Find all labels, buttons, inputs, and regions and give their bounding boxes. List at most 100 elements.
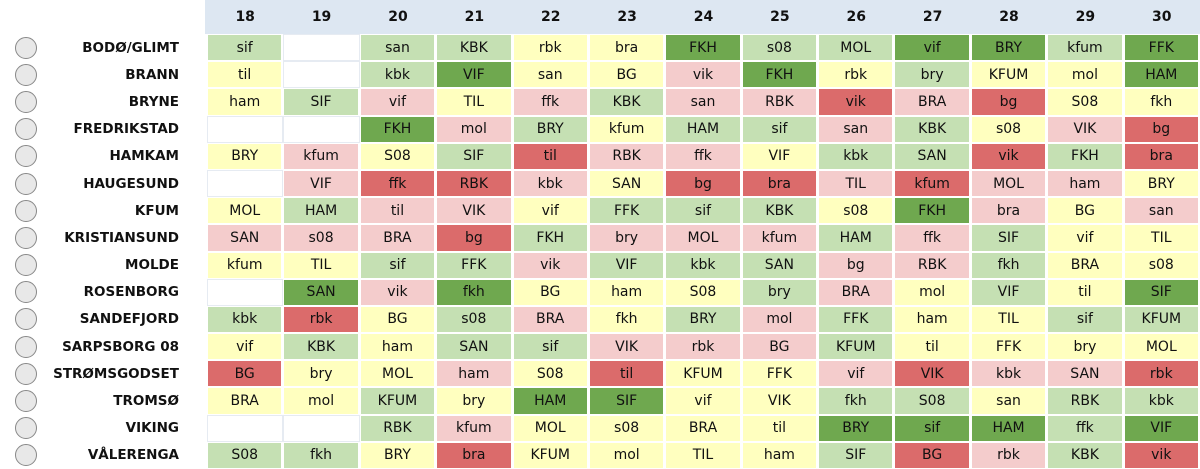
fixture-cell: RBK — [894, 251, 971, 279]
fixture-cell: FKH — [741, 61, 819, 89]
column-header: 24 — [665, 0, 742, 34]
team-name: STRØMSGODSET — [53, 365, 179, 382]
team-name: TROMSØ — [113, 393, 179, 410]
fixture-cell: SIF — [818, 441, 895, 469]
fixture-cell: bry — [894, 61, 971, 89]
fixture-cell: KBK — [894, 115, 971, 143]
fixture-cell: rbk — [1123, 360, 1200, 388]
fixture-cell: HAM — [970, 414, 1048, 442]
fixture-cell: kbk — [665, 251, 742, 279]
fixture-cell: RBK — [359, 414, 437, 442]
fixture-cell: BRA — [512, 305, 589, 334]
team-logo — [15, 145, 37, 168]
column-header: 28 — [970, 0, 1048, 34]
fixture-cell: VIK — [1047, 115, 1124, 143]
fixture-cell: vif — [665, 387, 742, 415]
fixture-cell: san — [818, 115, 895, 143]
fixture-cell: bg — [436, 224, 513, 252]
team-name: MOLDE — [125, 257, 179, 274]
fixture-cell: til — [359, 197, 437, 225]
column-header: 29 — [1047, 0, 1124, 34]
fixture-cell: til — [512, 142, 589, 170]
fixture-cell: bry — [283, 360, 360, 388]
column-header: 19 — [283, 0, 360, 34]
team-logo — [15, 308, 37, 331]
fixture-cell: sif — [512, 333, 589, 361]
fixture-cell: til — [741, 414, 819, 442]
fixture-cell: BRA — [1047, 251, 1124, 279]
fixture-cell: sif — [741, 115, 819, 143]
fixture-cell: S08 — [512, 360, 589, 388]
fixture-cell: kbk — [207, 305, 284, 334]
fixture-cell: S08 — [1047, 88, 1124, 116]
team-name: KRISTIANSUND — [64, 229, 179, 246]
fixture-cell: TIL — [970, 305, 1048, 334]
fixture-cell: TIL — [665, 441, 742, 469]
fixture-cell: BG — [894, 441, 971, 469]
fixture-cell: ham — [588, 278, 666, 306]
empty-cell — [283, 61, 360, 89]
fixture-cell: S08 — [207, 441, 284, 469]
fixture-cell: kfum — [207, 251, 284, 279]
team-name: KFUM — [134, 202, 179, 219]
column-header: 22 — [512, 0, 589, 34]
fixture-cell: TIL — [818, 169, 895, 198]
fixture-cell: til — [588, 360, 666, 388]
fixture-cell: BRA — [818, 278, 895, 306]
fixture-cell: SAN — [283, 278, 360, 306]
fixture-cell: san — [1123, 197, 1200, 225]
fixture-cell: BRA — [665, 414, 742, 442]
fixture-cell: sif — [359, 251, 437, 279]
fixture-cell: san — [359, 34, 437, 62]
fixture-cell: vik — [359, 278, 437, 306]
fixture-cell: kfum — [741, 224, 819, 252]
fixture-cell: VIF — [436, 61, 513, 89]
team-name: HAMKAM — [109, 148, 179, 165]
fixture-cell: VIK — [436, 197, 513, 225]
fixture-cell: kbk — [970, 360, 1048, 388]
fixture-cell: VIK — [588, 333, 666, 361]
team-name: VÅLERENGA — [87, 447, 179, 464]
team-logo — [15, 226, 37, 249]
column-header: 27 — [894, 0, 971, 34]
fixture-cell: FKH — [1047, 142, 1124, 170]
fixture-cell: SIF — [436, 142, 513, 170]
fixture-cell: TIL — [436, 88, 513, 116]
team-logo — [15, 36, 37, 59]
fixture-cell: rbk — [512, 34, 589, 62]
fixture-cell: FFK — [741, 360, 819, 388]
fixture-cell: HAM — [512, 387, 589, 415]
fixture-cell: KBK — [283, 333, 360, 361]
fixture-cell: bry — [1047, 333, 1124, 361]
team-logo — [15, 63, 37, 86]
fixture-cell: rbk — [283, 305, 360, 334]
fixture-cell: s08 — [283, 224, 360, 252]
fixture-cell: rbk — [818, 61, 895, 89]
column-header: 23 — [588, 0, 666, 34]
fixture-cell: vik — [818, 88, 895, 116]
team-name: SANDEFJORD — [79, 311, 179, 328]
fixture-cell: vik — [1123, 441, 1200, 469]
fixture-cell: FFK — [1123, 34, 1200, 62]
fixture-cell: mol — [436, 115, 513, 143]
fixture-cell: SAN — [436, 333, 513, 361]
fixture-cell: sif — [1047, 305, 1124, 334]
fixture-cell: kbk — [818, 142, 895, 170]
team-logo — [15, 254, 37, 277]
fixture-cell: MOL — [512, 414, 589, 442]
column-header: 26 — [818, 0, 895, 34]
fixture-cell: kfum — [436, 414, 513, 442]
fixture-cell: til — [1047, 278, 1124, 306]
team-logo — [15, 417, 37, 440]
fixture-cell: bry — [741, 278, 819, 306]
fixture-cell: BG — [512, 278, 589, 306]
fixture-cell: bg — [1123, 115, 1200, 143]
fixture-cell: rbk — [665, 333, 742, 361]
fixture-cell: bg — [818, 251, 895, 279]
column-header: 25 — [741, 0, 819, 34]
fixture-cell: RBK — [436, 169, 513, 198]
fixture-cell: kfum — [283, 142, 360, 170]
fixture-cell: bg — [970, 88, 1048, 116]
fixture-cell: ham — [436, 360, 513, 388]
